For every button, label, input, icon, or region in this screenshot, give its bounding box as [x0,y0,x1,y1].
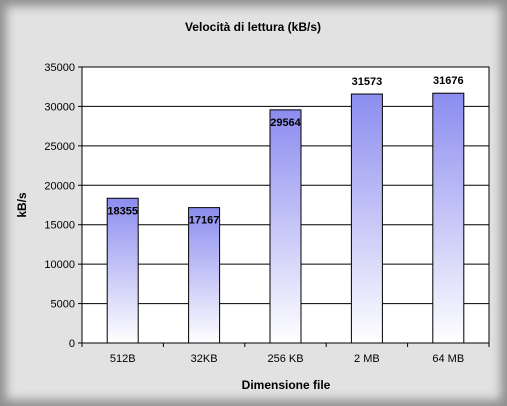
data-label: 17167 [189,215,220,227]
y-tick-label: 30000 [44,101,75,113]
x-tick-label: 256 KB [267,353,303,365]
x-axis-title: Dimensione file [242,378,331,392]
x-tick-label: 512B [110,353,136,365]
y-tick-label: 25000 [44,141,75,153]
y-tick-label: 0 [69,338,75,350]
y-tick-label: 5000 [51,299,75,311]
bar [106,197,139,344]
data-label: 18355 [107,205,138,217]
y-tick-label: 15000 [44,220,75,232]
data-labels: 18355 17167 29564 31573 31676 [107,75,463,226]
data-label: 29564 [270,117,301,129]
bar [188,207,221,344]
data-label: 31573 [352,76,383,88]
y-axis-ticks: 0 5000 10000 15000 20000 25000 30000 35000 [44,62,82,350]
chart-title: Velocità di lettura (kB/s) [185,20,321,34]
y-axis-title: kB/s [15,192,29,218]
bar [432,92,465,344]
y-tick-label: 35000 [44,62,75,74]
bar [269,109,302,344]
y-tick-label: 20000 [44,180,75,192]
x-tick-label: 32KB [191,353,218,365]
data-label: 31676 [433,75,464,87]
y-tick-label: 10000 [44,259,75,271]
x-axis-ticks: 512B 32KB 256 KB 2 MB 64 MB [81,343,490,365]
x-tick-label: 2 MB [354,353,380,365]
bar [350,93,383,344]
x-tick-label: 64 MB [432,353,464,365]
bars [106,92,465,344]
